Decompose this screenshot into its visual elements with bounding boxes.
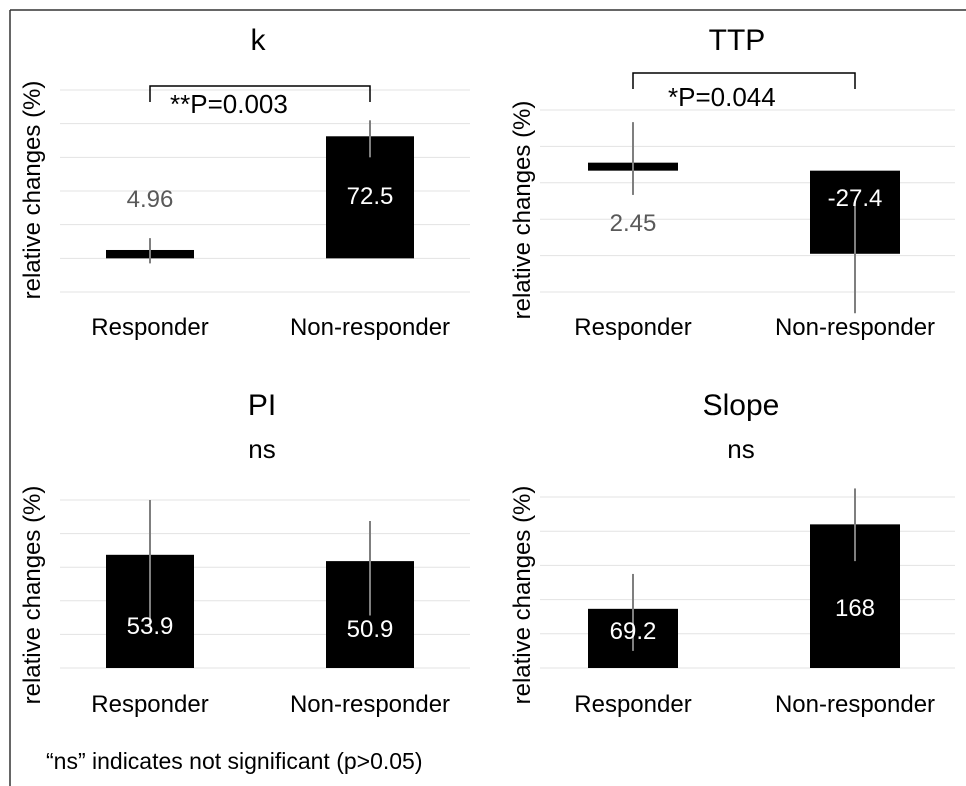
data-label: 69.2 — [610, 618, 657, 645]
data-label: 4.96 — [127, 186, 174, 213]
category-label: Responder — [91, 691, 208, 718]
category-label: Non-responder — [290, 314, 450, 341]
category-label: Responder — [574, 314, 691, 341]
significance-label: *P=0.044 — [668, 82, 776, 112]
y-axis-label: relative changes (%) — [19, 486, 46, 705]
data-label: 50.9 — [347, 616, 394, 643]
footnote: “ns” indicates not significant (p>0.05) — [46, 748, 423, 774]
significance-bracket — [149, 85, 371, 102]
y-axis-label: relative changes (%) — [19, 81, 46, 300]
chart-title: PI — [248, 389, 276, 422]
significance-label: **P=0.003 — [170, 89, 288, 119]
data-label: 168 — [835, 595, 875, 622]
data-label: 53.9 — [127, 613, 174, 640]
significance-bracket — [632, 72, 856, 89]
category-label: Responder — [91, 314, 208, 341]
chart-title: TTP — [709, 24, 766, 57]
charts-group: k relative changes (%) 4.96 72.5 Responder No… — [19, 24, 955, 718]
y-axis-label: relative changes (%) — [509, 486, 536, 705]
chart-title: k — [251, 24, 267, 57]
category-label: Non-responder — [775, 691, 935, 718]
y-axis-label: relative changes (%) — [509, 101, 536, 320]
data-label: -27.4 — [828, 185, 883, 212]
category-label: Non-responder — [775, 314, 935, 341]
data-label: 2.45 — [610, 210, 657, 237]
chart-title: Slope — [703, 389, 780, 422]
data-label: 72.5 — [347, 183, 394, 210]
category-label: Non-responder — [290, 691, 450, 718]
category-label: Responder — [574, 691, 691, 718]
significance-label: ns — [248, 434, 275, 464]
significance-label: ns — [727, 434, 754, 464]
